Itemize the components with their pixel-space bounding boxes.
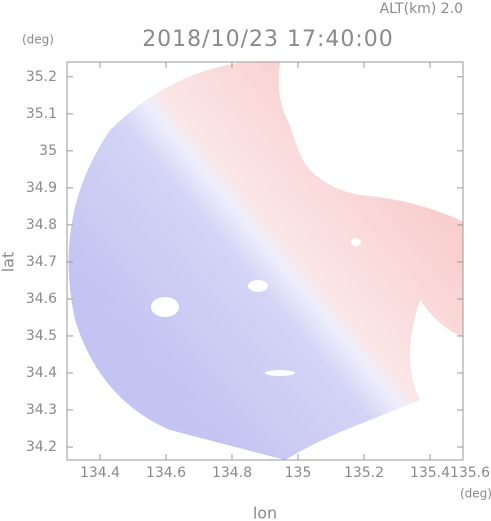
- y-tick-label: 34.6: [26, 291, 57, 307]
- chart-title: 2018/10/23 17:40:00: [142, 27, 394, 52]
- x-tick-label: 135.4: [410, 465, 450, 481]
- velocity-field: [68, 62, 463, 460]
- x-tick-label: 134.6: [146, 465, 186, 481]
- x-tick-label: 135: [285, 465, 312, 481]
- y-tick-label: 34.2: [26, 439, 57, 455]
- y-axis-label: lat: [0, 252, 18, 273]
- x-unit: (deg): [460, 487, 491, 501]
- x-tick-label: 135.2: [344, 465, 384, 481]
- plot-frame: [66, 61, 464, 461]
- x-tick-label: 134.8: [212, 465, 252, 481]
- y-tick-label: 34.9: [26, 180, 57, 196]
- echo-gap: [265, 370, 295, 376]
- radar-echo: [68, 62, 463, 460]
- y-tick-label: 34.5: [26, 328, 57, 344]
- echo-gap: [351, 238, 361, 246]
- y-tick-label: 34.3: [26, 402, 57, 418]
- y-tick-label: 35.1: [26, 106, 57, 122]
- y-tick-label: 34.7: [26, 254, 57, 270]
- echo-gap: [248, 280, 268, 292]
- y-tick-label: 34.4: [26, 365, 57, 381]
- x-tick-label: 135.6: [450, 465, 490, 481]
- x-axis-label: lon: [253, 504, 277, 521]
- y-tick-label: 34.8: [26, 217, 57, 233]
- y-tick-label: 35: [39, 143, 57, 159]
- y-tick-label: 35.2: [26, 69, 57, 85]
- y-unit: (deg): [22, 33, 54, 47]
- subtitle: ALT(km) 2.0: [380, 1, 463, 17]
- echo-gap: [151, 297, 179, 317]
- x-tick-label: 134.4: [80, 465, 120, 481]
